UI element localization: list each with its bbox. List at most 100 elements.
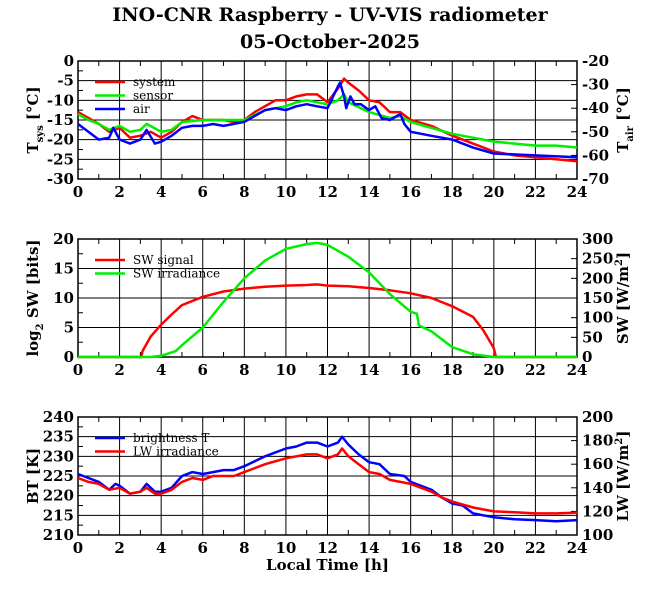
series-line-sw-signal [78,283,577,359]
series-line-sw-irradiance [78,241,577,359]
x-tick-label: 24 [567,361,588,379]
x-tick-label: 8 [239,539,249,557]
y-tick-label: -5 [57,72,74,90]
x-tick-label: 14 [359,361,380,379]
y2-tick-label: 100 [582,309,613,327]
y-tick-label: 5 [64,319,74,337]
panel-3: 0 2 4 6 8 10 12 14 16 18 20 22 242102152202252302352… [24,408,632,574]
chart-subtitle: 05-October-2025 [240,31,420,53]
x-tick-label: 8 [239,183,249,201]
y-tick-label: -30 [47,170,74,188]
x-tick-label: 10 [275,183,296,201]
y-tick-label: 230 [43,447,74,465]
x-tick-label: 22 [525,361,546,379]
x-tick-label: 24 [567,539,588,557]
legend-label: system [133,75,176,89]
plot-frame [77,416,578,536]
y-tick-label: -20 [47,131,74,149]
panel-1: 0 2 4 6 8 10 12 14 16 18 20 22 240-5-10-15-20-25-30-… [24,52,636,201]
x-tick-label: 4 [156,539,166,557]
legend-label: sensor [133,89,173,103]
x-tick-label: 24 [567,183,588,201]
legend-label: air [133,102,150,116]
y-tick-label: 220 [43,487,74,505]
x-tick-label: 6 [198,539,208,557]
y-tick-label: -10 [47,91,74,109]
x-tick-label: 16 [400,361,421,379]
plot-frame [77,60,578,180]
y-tick-label: 0 [64,52,74,70]
x-tick-label: 22 [525,539,546,557]
legend-label: SW irradiance [133,267,220,281]
x-tick-label: 12 [317,361,338,379]
y-tick-label: 15 [53,260,74,278]
y-tick-label: -15 [47,111,74,129]
x-tick-label: 20 [483,183,504,201]
x-tick-label: 16 [400,183,421,201]
y2-tick-label: 150 [582,289,613,307]
y2-tick-label: -30 [582,76,609,94]
y-tick-label: 240 [43,408,74,426]
legend-label: LW irradiance [133,445,219,459]
x-tick-label: 14 [359,183,380,201]
x-tick-label: 4 [156,183,166,201]
y2-tick-label: 140 [582,479,613,497]
x-tick-label: 0 [73,539,83,557]
y2-tick-label: -20 [582,52,609,70]
y2-tick-label: 100 [582,526,613,544]
x-tick-label: 10 [275,361,296,379]
y2-tick-label: 160 [582,455,613,473]
y2-tick-label: 250 [582,250,613,268]
x-tick-label: 6 [198,183,208,201]
panel-2: 0 2 4 6 8 10 12 14 16 18 20 22 240510152005010015020… [24,230,632,379]
y2-tick-label: 200 [582,408,613,426]
legend-label: SW signal [133,253,194,267]
x-tick-label: 20 [483,361,504,379]
y2-tick-label: -60 [582,146,609,164]
x-tick-label: 12 [317,183,338,201]
y-axis-label: BT [K] [24,448,42,504]
x-tick-label: 0 [73,183,83,201]
y-axis-label: Tsys [°C] [24,86,46,153]
y-tick-label: -25 [47,150,74,168]
x-tick-label: 10 [275,539,296,557]
y2-axis-label: SW [W/m2] [614,252,632,344]
y2-axis-label: Tair [°C] [614,87,636,153]
y2-tick-label: 0 [582,348,592,366]
x-tick-label: 4 [156,361,166,379]
legend-label: brightness T [133,431,209,445]
x-tick-label: 16 [400,539,421,557]
x-tick-label: 18 [442,361,463,379]
x-tick-label: 18 [442,539,463,557]
y2-tick-label: -70 [582,170,609,188]
chart-title: INO-CNR Raspberry - UV-VIS radiometer [112,4,548,26]
x-tick-label: 22 [525,183,546,201]
x-tick-label: 2 [114,361,124,379]
x-tick-label: 20 [483,539,504,557]
plot-frame [77,238,578,358]
y2-tick-label: 50 [582,328,603,346]
series-line-air [77,81,578,159]
y2-tick-label: -40 [582,99,609,117]
x-tick-label: 18 [442,183,463,201]
x-axis-label: Local Time [h] [266,556,389,574]
y2-tick-label: 300 [582,230,613,248]
y-tick-label: 20 [53,230,74,248]
y-tick-label: 225 [43,467,74,485]
y2-tick-label: 120 [582,502,613,520]
x-tick-label: 8 [239,361,249,379]
x-tick-label: 12 [317,539,338,557]
y2-tick-label: 180 [582,432,613,450]
y-tick-label: 235 [43,428,74,446]
y-tick-label: 10 [53,289,74,307]
y2-tick-label: -50 [582,123,609,141]
x-tick-label: 2 [114,183,124,201]
x-tick-label: 14 [359,539,380,557]
y-axis-label: log2 SW [bits] [24,239,46,356]
y-tick-label: 215 [43,506,74,524]
x-tick-label: 6 [198,361,208,379]
y-tick-label: 0 [64,348,74,366]
x-tick-label: 2 [114,539,124,557]
series-line-sensor [77,93,578,149]
